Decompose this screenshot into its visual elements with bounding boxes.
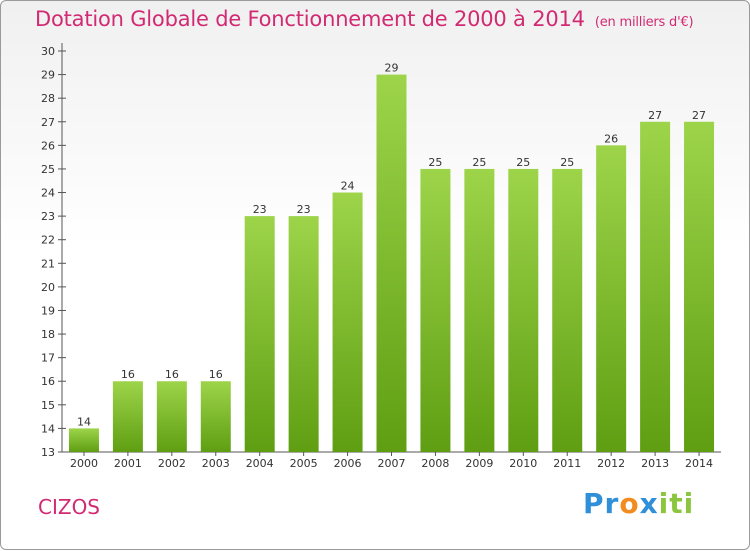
y-tick-label: 19 [41,304,55,317]
y-tick-label: 17 [41,352,55,365]
y-tick-label: 14 [41,422,55,435]
y-tick-label: 16 [41,375,55,388]
bar-value-label: 23 [297,203,311,216]
proxiti-logo: Proxiti [583,487,695,520]
x-tick-label: 2000 [70,457,98,470]
bar-value-label: 25 [560,156,574,169]
y-tick-label: 18 [41,328,55,341]
x-tick-label: 2004 [246,457,274,470]
bar [508,168,539,453]
bar-value-label: 27 [692,109,706,122]
bar [420,168,451,453]
x-tick-label: 2002 [158,457,186,470]
y-tick-label: 15 [41,399,55,412]
bar-value-label: 25 [472,156,486,169]
y-tick-label: 30 [41,45,55,58]
bar-value-label: 25 [516,156,530,169]
x-tick-label: 2013 [641,457,669,470]
y-tick-label: 20 [41,281,55,294]
bar [332,192,363,452]
y-tick-label: 22 [41,234,55,247]
bar [288,216,319,452]
title-text: Dotation Globale de Fonctionnement de 20… [35,7,585,31]
x-tick-label: 2003 [202,457,230,470]
bar-value-label: 16 [209,368,223,381]
commune-name: CIZOS [38,495,101,519]
x-tick-label: 2010 [509,457,537,470]
bar-value-label: 29 [385,62,399,75]
y-tick-label: 27 [41,116,55,129]
bar [596,145,627,452]
bar [640,121,671,452]
bar-value-label: 25 [428,156,442,169]
x-tick-label: 2012 [597,457,625,470]
bar [156,381,187,452]
bar [552,168,583,453]
bar-value-label: 27 [648,109,662,122]
bar-value-label: 16 [121,368,135,381]
chart-title: Dotation Globale de Fonctionnement de 20… [35,7,694,31]
bar [684,121,715,452]
x-tick-label: 2006 [334,457,362,470]
bar-value-label: 14 [77,415,91,428]
bar [200,381,231,452]
y-tick-label: 13 [41,446,55,459]
x-tick-label: 2009 [465,457,493,470]
bar-value-label: 26 [604,132,618,145]
y-tick-label: 29 [41,69,55,82]
bar [464,168,495,453]
y-tick-label: 24 [41,187,55,200]
bar [244,216,275,452]
x-tick-label: 2011 [553,457,581,470]
y-tick-label: 25 [41,163,55,176]
x-tick-label: 2007 [378,457,406,470]
bar-value-label: 24 [341,180,355,193]
bar-value-label: 23 [253,203,267,216]
bar [376,74,407,453]
y-tick-label: 23 [41,210,55,223]
x-tick-label: 2001 [114,457,142,470]
y-tick-label: 21 [41,257,55,270]
y-tick-label: 26 [41,139,55,152]
x-tick-label: 2014 [685,457,713,470]
unit-label: (en milliers d'€) [594,15,694,30]
bar-value-label: 16 [165,368,179,381]
bar [112,381,143,452]
bar [68,428,99,452]
y-tick-label: 28 [41,92,55,105]
x-tick-label: 2005 [290,457,318,470]
x-tick-label: 2008 [421,457,449,470]
